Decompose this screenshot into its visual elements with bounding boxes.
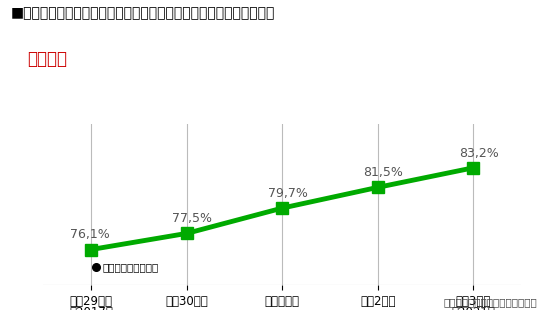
Text: 81,5%: 81,5% [364, 166, 403, 179]
Text: ■本市を居住地として評価し、今後も住み続けたいと思う市民の割合: ■本市を居住地として評価し、今後も住み続けたいと思う市民の割合 [11, 6, 275, 20]
Text: 83,2%: 83,2% [459, 147, 499, 160]
Text: （2021）: （2021） [452, 306, 495, 310]
Text: 「改革方針」を策定: 「改革方針」を策定 [103, 262, 159, 272]
Text: 76,1%: 76,1% [70, 228, 110, 241]
Text: 増加傾向: 増加傾向 [27, 50, 67, 68]
Text: （2017）: （2017） [70, 306, 113, 310]
Text: 79,7%: 79,7% [268, 187, 308, 200]
Text: 77,5%: 77,5% [173, 212, 212, 225]
Text: （資料）市民意識調査を基に作成: （資料）市民意識調査を基に作成 [444, 297, 538, 307]
